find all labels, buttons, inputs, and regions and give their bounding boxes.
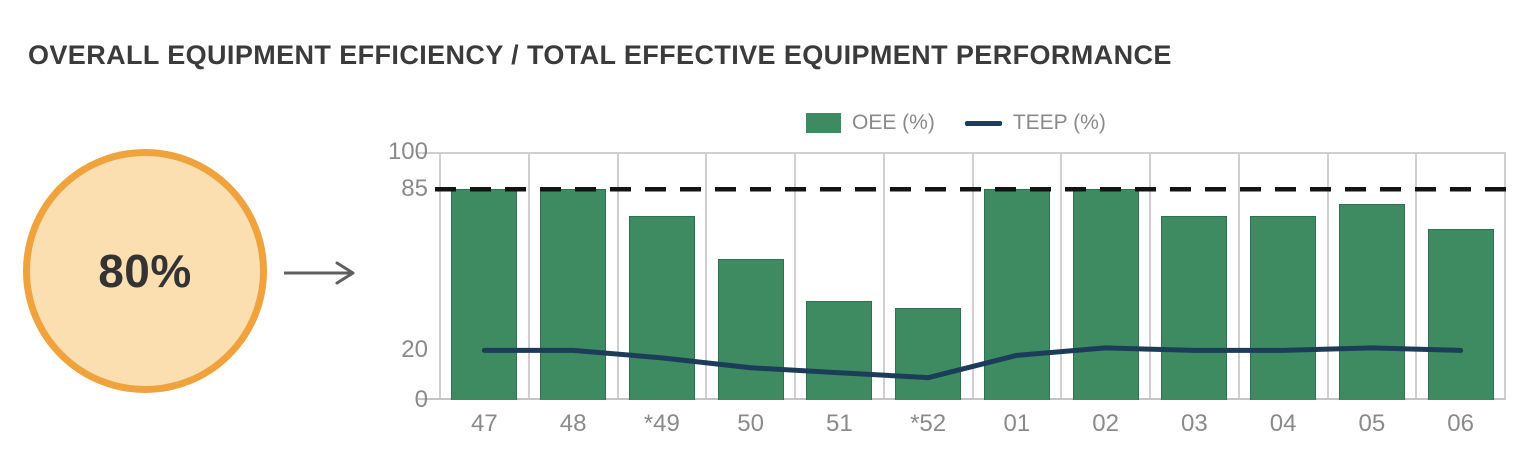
vertical-gridline (705, 152, 708, 400)
y-tick-0: 0 (414, 386, 428, 413)
oee-bar-50 (717, 258, 784, 400)
vertical-gridline (1415, 152, 1418, 400)
vertical-gridline (794, 152, 796, 400)
oee-bar-05 (1338, 204, 1405, 400)
vertical-gridline (1237, 152, 1240, 400)
y-tick-20: 20 (401, 336, 428, 364)
vertical-gridline (1504, 152, 1506, 400)
x-tick-04: 04 (1269, 410, 1297, 437)
oee-bar-51 (806, 300, 873, 400)
arrow-right-icon (284, 261, 355, 285)
y-tick-85: 85 (401, 175, 428, 203)
oee-bar-01 (983, 189, 1050, 400)
oee-bar-*52 (895, 308, 962, 400)
x-tick-51: 51 (826, 410, 853, 437)
horizontal-gridline (418, 152, 1505, 154)
chart-legend: OEE (%) TEEP (%) (806, 110, 1106, 136)
oee-bar-48 (540, 189, 607, 400)
teep-line-swatch-icon (964, 120, 1002, 126)
bar-chart-plot-area (418, 152, 1515, 400)
legend-label-teep: TEEP (%) (1012, 111, 1106, 134)
legend-item-oee: OEE (%) (806, 111, 935, 135)
vertical-gridline (1149, 152, 1151, 400)
oee-bar-47 (451, 189, 518, 400)
teep-line-and-target-overlay (435, 186, 1515, 381)
teep-line (481, 345, 1464, 381)
oee-bar-02 (1072, 189, 1139, 400)
page-title: OVERALL EQUIPMENT EFFICIENCY / TOTAL EFF… (28, 40, 1172, 70)
vertical-gridline (882, 152, 885, 400)
x-tick-06: 06 (1447, 410, 1474, 437)
x-tick-48: 48 (559, 410, 587, 437)
y-tick-100: 100 (387, 138, 428, 165)
vertical-gridline (1060, 152, 1063, 400)
x-tick-02: 02 (1092, 410, 1119, 437)
x-tick-03: 03 (1181, 410, 1208, 437)
legend-label-oee: OEE (%) (852, 111, 935, 134)
vertical-gridline (439, 152, 441, 400)
x-tick-star-52: *52 (910, 410, 947, 437)
horizontal-gridline (418, 398, 1505, 400)
vertical-gridline (1326, 152, 1329, 400)
oee-bar-*49 (628, 216, 695, 400)
oee-bar-06 (1427, 228, 1494, 400)
vertical-gridline (527, 152, 530, 400)
oee-gauge-value: 80% (98, 245, 192, 297)
vertical-gridline (616, 152, 619, 400)
x-tick-05: 05 (1358, 410, 1386, 437)
vertical-gridline (971, 152, 974, 400)
oee-bar-03 (1161, 216, 1228, 400)
oee-bar-04 (1250, 216, 1317, 400)
oee-gauge-circle: 80% (23, 149, 267, 393)
x-tick-star-49: *49 (643, 410, 680, 437)
oee-bar-swatch-icon (806, 113, 841, 133)
x-tick-47: 47 (471, 410, 498, 437)
legend-item-teep: TEEP (%) (964, 111, 1106, 135)
x-tick-50: 50 (737, 410, 764, 437)
x-tick-01: 01 (1003, 410, 1031, 437)
